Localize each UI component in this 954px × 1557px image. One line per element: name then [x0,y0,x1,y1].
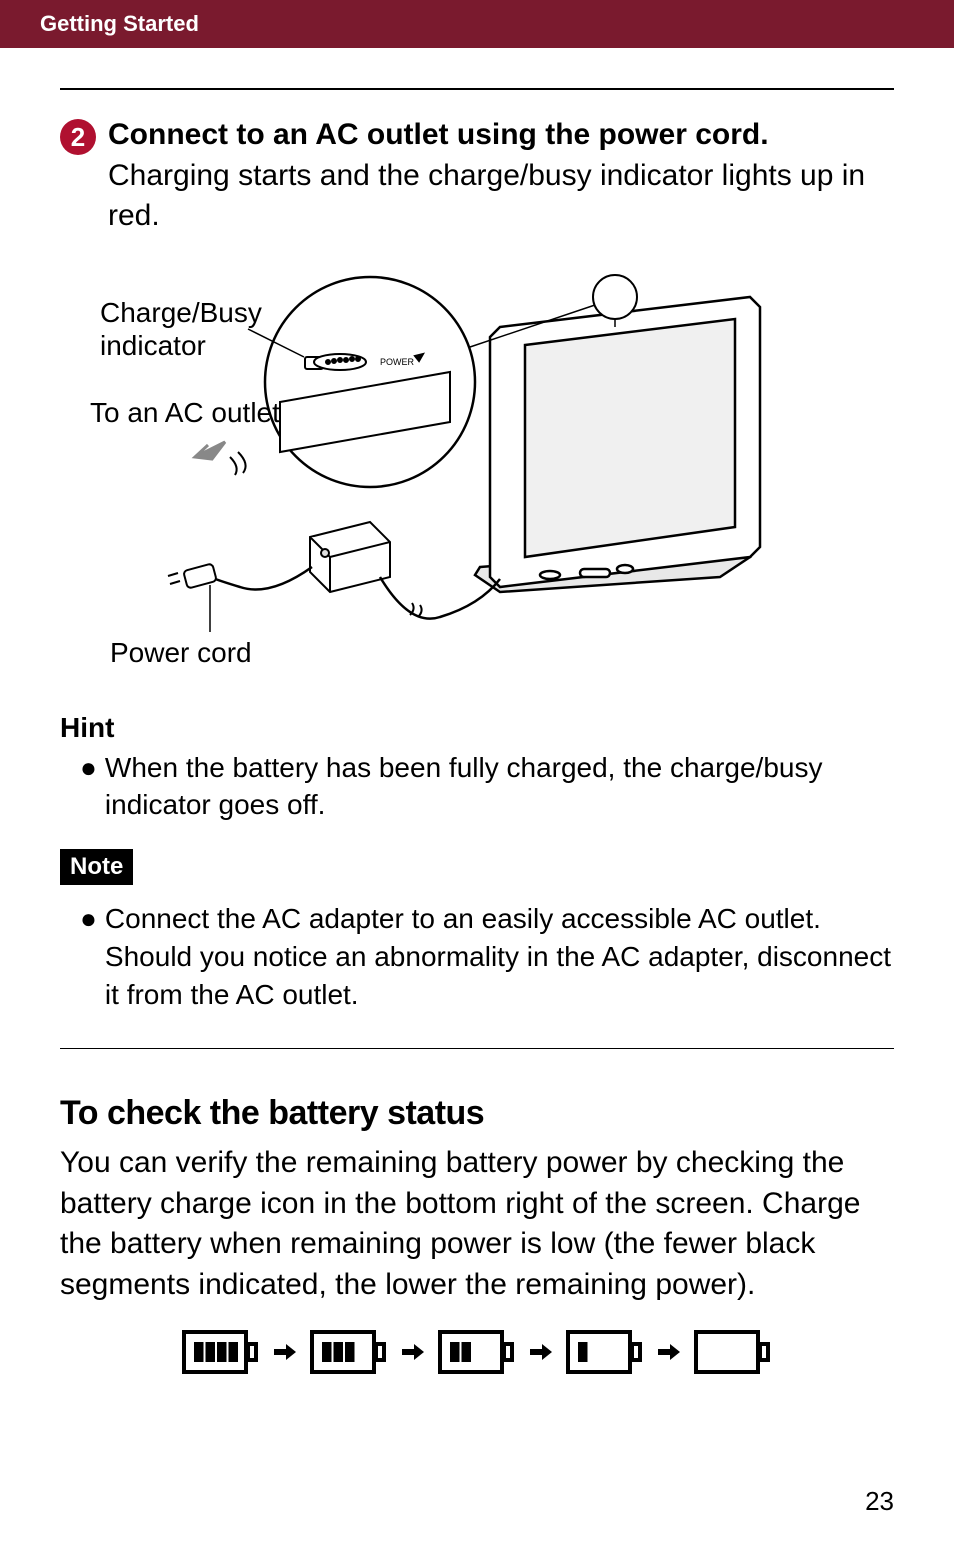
ac-outlet-label: To an AC outlet [90,397,280,428]
page-content: 2 Connect to an AC outlet using the powe… [0,48,954,1374]
battery-icon [310,1330,388,1374]
step-title: Connect to an AC outlet using the power … [108,118,769,151]
arrow-right-icon [272,1342,298,1362]
step-row: 2 Connect to an AC outlet using the powe… [60,115,894,237]
bullet-icon: ● [80,900,97,1013]
hint-text: When the battery has been fully charged,… [105,749,894,825]
arrow-right-icon [400,1342,426,1362]
battery-icons-row [60,1330,894,1374]
note-label: Note [60,849,133,885]
top-rule [60,88,894,90]
battery-body: You can verify the remaining battery pow… [60,1143,894,1305]
battery-heading: To check the battery status [60,1094,894,1133]
header-bar: Getting Started [0,0,954,48]
step-text: Connect to an AC outlet using the power … [108,115,894,237]
device-diagram: POWER Charge/Busy indicator To an AC out… [80,257,894,682]
battery-icon [566,1330,644,1374]
page-number: 23 [865,1486,894,1517]
charge-busy-label-2: indicator [100,330,206,361]
hint-bullet: ● When the battery has been fully charge… [80,749,894,825]
battery-icon [694,1330,772,1374]
header-section-label: Getting Started [40,11,199,37]
arrow-right-icon [656,1342,682,1362]
note-text: Connect the AC adapter to an easily acce… [105,900,894,1013]
power-label: POWER [380,357,415,367]
battery-icon [438,1330,516,1374]
bullet-icon: ● [80,749,97,825]
hint-label: Hint [60,712,894,744]
power-cord-label: Power cord [110,637,252,668]
battery-icon [182,1330,260,1374]
charge-busy-label-1: Charge/Busy [100,297,262,328]
step-number-badge: 2 [60,119,96,155]
arrow-right-icon [528,1342,554,1362]
step-desc: Charging starts and the charge/busy indi… [108,159,865,233]
hint-section: Hint ● When the battery has been fully c… [60,712,894,1014]
note-bullet: ● Connect the AC adapter to an easily ac… [80,900,894,1013]
section-rule [60,1048,894,1049]
